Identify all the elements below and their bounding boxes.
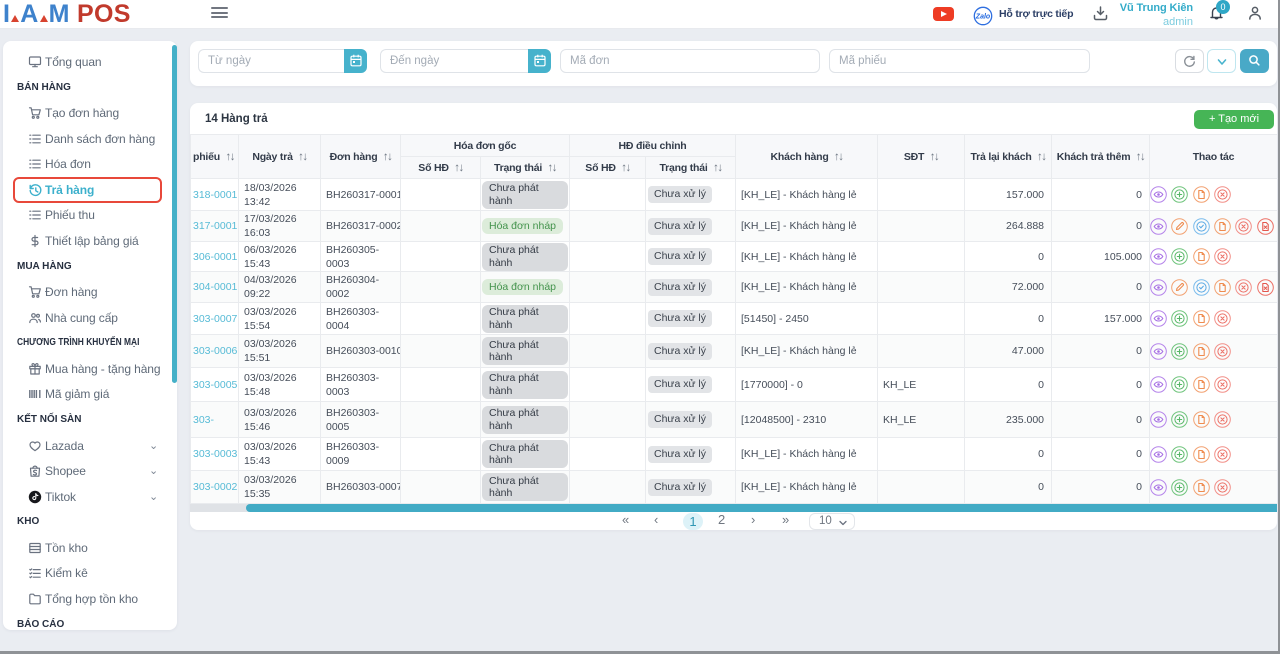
svg-text:Zalo: Zalo [975, 14, 991, 21]
